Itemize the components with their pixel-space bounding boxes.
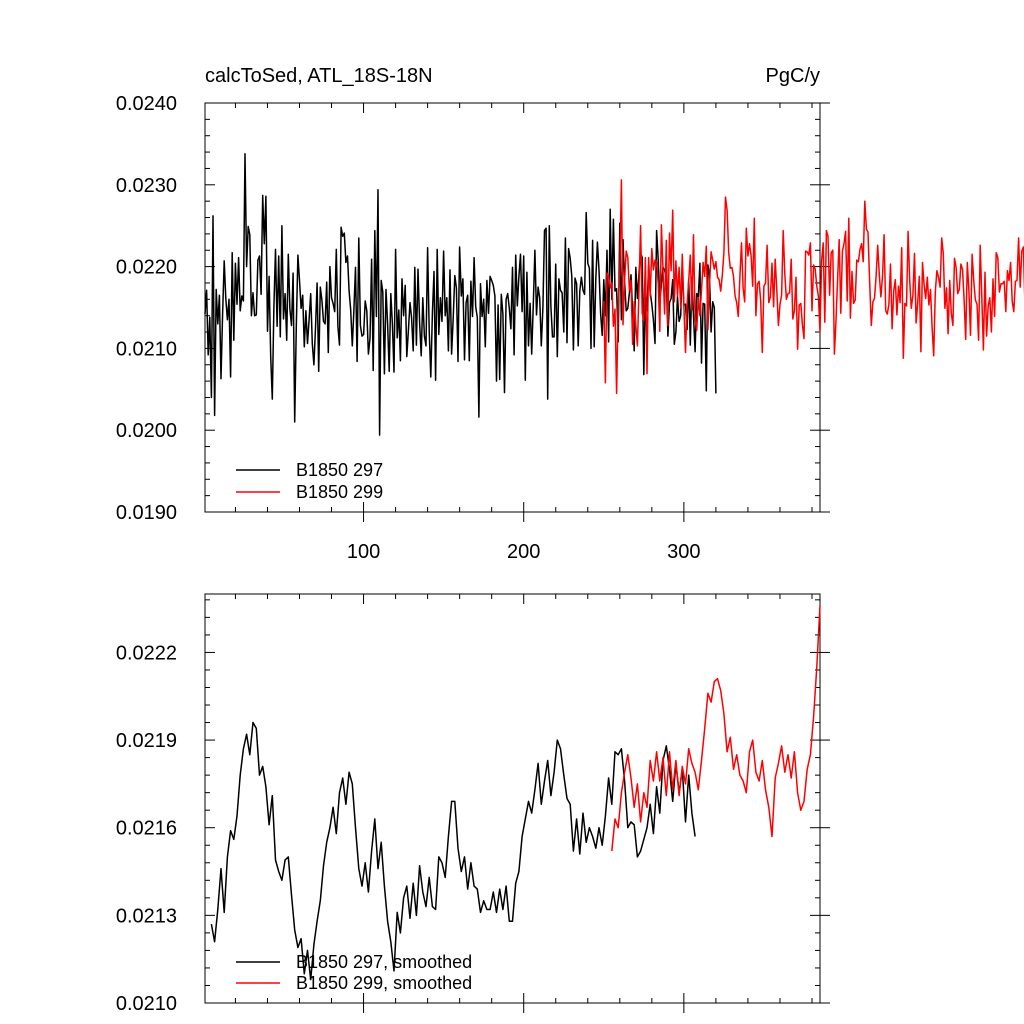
top-x-tick-label: 300	[667, 541, 700, 563]
top-panel: calcToSed, ATL_18S-18N PgC/y 100 200 300 0.…	[116, 65, 1024, 563]
top-x-tick-label: 200	[507, 541, 540, 563]
top-y-tick-label: 0.0190	[116, 502, 177, 524]
top-legend-label-1: B1850 297	[296, 460, 383, 480]
top-y-tick-label: 0.0200	[116, 420, 177, 442]
top-y-tick-label: 0.0240	[116, 93, 177, 115]
bottom-series-line-1	[210, 721, 696, 981]
bottom-legend-label-1: B1850 297, smoothed	[296, 952, 472, 972]
chart-title-right-units: PgC/y	[766, 65, 820, 87]
bottom-plot-frame	[204, 593, 821, 1004]
top-y-tick-label: 0.0220	[116, 257, 177, 279]
bottom-y-tick-label: 0.0222	[116, 642, 177, 664]
top-legend-label-2: B1850 299	[296, 482, 383, 502]
bottom-series-line-2	[611, 605, 821, 852]
bottom-legend-label-2: B1850 299, smoothed	[296, 973, 472, 993]
top-y-tick-label: 0.0210	[116, 338, 177, 360]
bottom-panel: 0.0210 0.0213 0.0216 0.0219 0.0222 B1850 297,…	[116, 593, 830, 1015]
bottom-y-tick-label: 0.0210	[116, 993, 177, 1015]
chart-title-left: calcToSed, ATL_18S-18N	[205, 65, 433, 87]
top-x-tick-label: 100	[347, 541, 380, 563]
bottom-y-tick-label: 0.0213	[116, 905, 177, 927]
bottom-y-tick-label: 0.0219	[116, 730, 177, 752]
top-series-line-2	[603, 179, 1024, 395]
top-y-tick-label: 0.0230	[116, 175, 177, 197]
bottom-y-tick-label: 0.0216	[116, 818, 177, 840]
top-series-line-1	[204, 152, 717, 436]
